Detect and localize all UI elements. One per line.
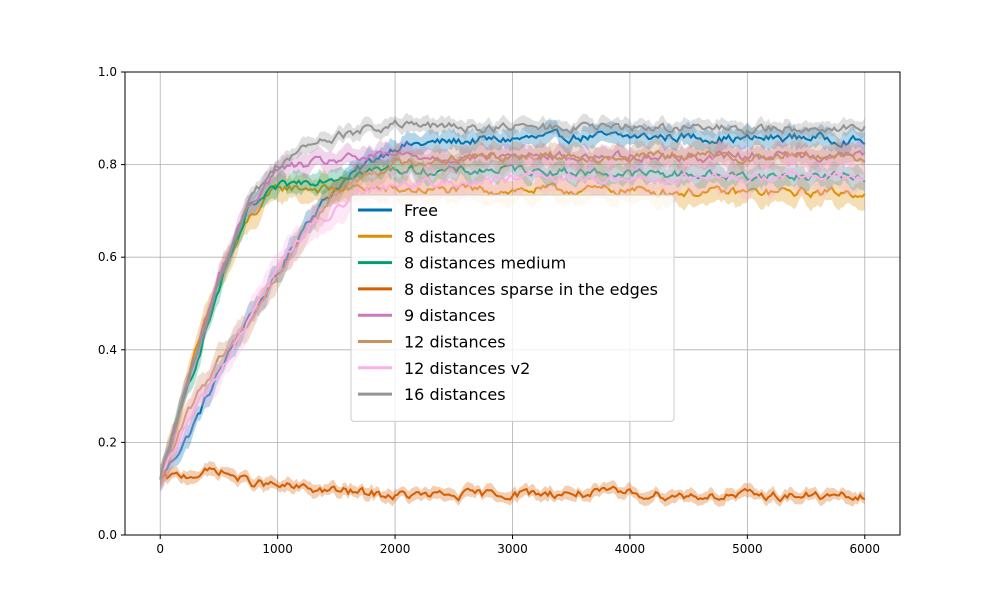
- legend-item: 12 distances v2: [358, 359, 530, 378]
- legend-item: Free: [358, 201, 438, 220]
- y-tick-label: 0.2: [98, 435, 117, 449]
- y-axis: 0.0 0.2 0.4 0.6 0.8 1.0: [98, 65, 125, 542]
- y-tick-label: 0.6: [98, 250, 117, 264]
- legend-label: 12 distances v2: [404, 359, 530, 378]
- y-tick-label: 0.0: [98, 528, 117, 542]
- y-tick-label: 1.0: [98, 65, 117, 79]
- series-line: [159, 149, 866, 480]
- legend-item: 8 distances medium: [358, 254, 566, 273]
- series-12-distances-v2: [159, 152, 866, 498]
- series-line: [159, 466, 866, 503]
- series-line: [159, 182, 866, 480]
- x-axis: 0 1000 2000 3000 4000 5000 6000: [156, 535, 880, 556]
- series-band: [160, 152, 865, 498]
- legend-label: 12 distances: [404, 333, 506, 352]
- legend-item: 8 distances: [358, 227, 495, 246]
- legend-label: 16 distances: [404, 385, 506, 404]
- series-8-distances-medium: [159, 154, 866, 489]
- legend-item: 8 distances sparse in the edges: [358, 280, 658, 299]
- x-tick-label: 3000: [497, 542, 528, 556]
- x-tick-label: 5000: [732, 542, 763, 556]
- legend-label: 8 distances medium: [404, 254, 566, 273]
- y-tick-label: 0.8: [98, 158, 117, 172]
- x-tick-label: 6000: [849, 542, 880, 556]
- legend-item: 16 distances: [358, 385, 506, 404]
- legend: Free 8 distances 8 distances medium 8 dista…: [350, 194, 675, 422]
- series-8-distances-sparse-in-the-edges: [159, 460, 866, 507]
- series-line: [159, 118, 866, 480]
- x-tick-label: 1000: [262, 542, 293, 556]
- series-line: [159, 163, 866, 480]
- series-16-distances: [159, 112, 866, 488]
- x-tick-label: 4000: [615, 542, 646, 556]
- x-tick-label: 0: [156, 542, 164, 556]
- legend-label: Free: [404, 201, 438, 220]
- series-8-distances: [159, 169, 866, 492]
- legend-label: 8 distances: [404, 227, 495, 246]
- x-tick-label: 2000: [380, 542, 411, 556]
- legend-label: 8 distances sparse in the edges: [404, 280, 658, 299]
- legend-box: [350, 194, 675, 422]
- y-tick-label: 0.4: [98, 343, 117, 357]
- legend-item: 9 distances: [358, 306, 495, 325]
- legend-label: 9 distances: [404, 306, 495, 325]
- series-line: [159, 169, 866, 480]
- series-band: [160, 169, 865, 492]
- legend-item: 12 distances: [358, 333, 506, 352]
- series-12-distances: [159, 136, 866, 490]
